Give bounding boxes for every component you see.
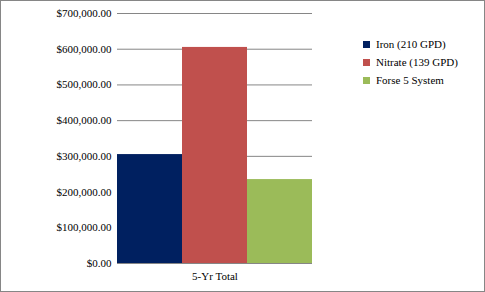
svg-text:$600,000.00: $600,000.00 [57,43,113,55]
svg-text:$0.00: $0.00 [87,257,112,269]
svg-text:$100,000.00: $100,000.00 [57,221,113,233]
svg-text:$500,000.00: $500,000.00 [57,78,113,90]
svg-text:$300,000.00: $300,000.00 [57,150,113,162]
svg-text:$700,000.00: $700,000.00 [57,7,113,19]
html-text:Forse 5 System: Forse 5 System [376,74,444,86]
html-text:Iron (210 GPD): Iron (210 GPD) [376,38,446,50]
svg-text:5-Yr Total: 5-Yr Total [192,270,238,282]
svg-text:$400,000.00: $400,000.00 [57,114,113,126]
html-text:Nitrate (139 GPD): Nitrate (139 GPD) [376,56,458,68]
svg-text:$200,000.00: $200,000.00 [57,186,113,198]
